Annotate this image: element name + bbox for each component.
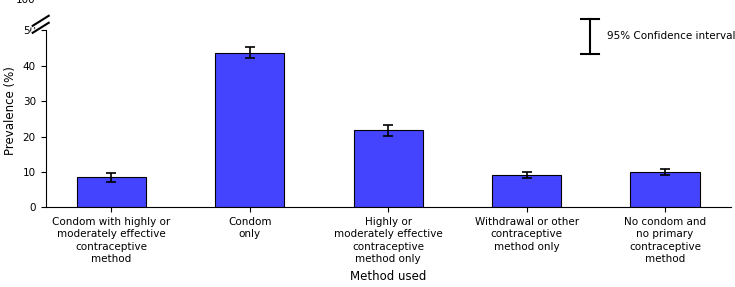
- Text: 100: 100: [16, 0, 36, 5]
- X-axis label: Method used: Method used: [350, 270, 426, 283]
- Bar: [215, 53, 284, 207]
- Bar: [76, 177, 146, 207]
- Y-axis label: Prevalence (%): Prevalence (%): [4, 66, 17, 154]
- Bar: [354, 130, 423, 207]
- Text: 95% Confidence interval: 95% Confidence interval: [608, 31, 735, 41]
- Bar: [492, 175, 562, 207]
- Bar: [631, 172, 700, 207]
